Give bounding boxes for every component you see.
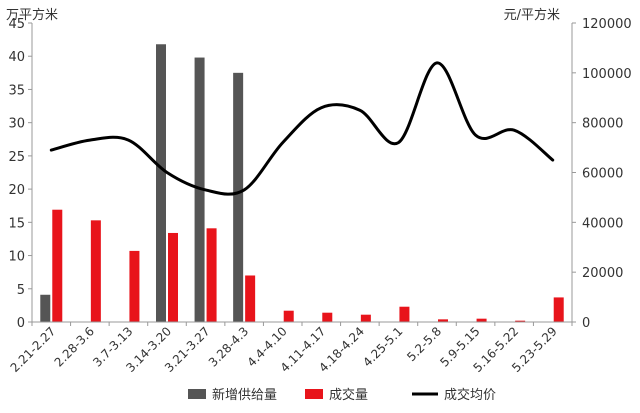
supply-bar <box>40 294 51 322</box>
supply-bar <box>233 72 244 322</box>
left-tick-label: 35 <box>8 83 25 98</box>
price-line <box>49 61 555 196</box>
volume-bar <box>90 220 101 322</box>
left-tick-label: 30 <box>8 117 25 132</box>
volume-bar <box>360 314 371 322</box>
volume-bar <box>515 320 526 322</box>
bars <box>40 44 564 323</box>
right-axis: 0 20000 40000 60000 80000 100000 120000 <box>571 17 632 331</box>
x-tick-label: 2.28-3.6 <box>52 324 97 369</box>
x-tick-label: 3.28-4.3 <box>206 324 251 369</box>
right-tick-label: 120000 <box>582 17 632 32</box>
legend-label: 新增供给量 <box>212 387 277 403</box>
volume-bar <box>52 209 63 322</box>
left-tick-label: 40 <box>8 50 25 65</box>
left-axis: 0 5 10 15 20 25 30 35 40 45 <box>8 17 33 331</box>
volume-bar <box>322 312 333 322</box>
right-tick-label: 0 <box>582 316 590 331</box>
left-tick-label: 5 <box>17 283 25 298</box>
left-tick-label: 15 <box>8 216 25 231</box>
legend-swatch <box>305 389 323 399</box>
volume-bar <box>283 310 294 322</box>
volume-bar <box>206 228 217 322</box>
right-tick-label: 80000 <box>582 117 623 132</box>
volume-bar <box>476 318 487 322</box>
left-tick-label: 45 <box>8 17 25 32</box>
left-tick-label: 0 <box>17 316 25 331</box>
left-tick-label: 20 <box>8 183 25 198</box>
right-tick-label: 60000 <box>582 167 623 182</box>
legend: 新增供给量 成交量 成交均价 <box>188 387 496 403</box>
volume-bar <box>438 319 448 322</box>
volume-bar <box>553 297 564 322</box>
left-axis-unit: 万平方米 <box>6 7 58 23</box>
volume-bar <box>129 250 140 322</box>
x-tick-label: 2.21-2.27 <box>8 324 59 375</box>
left-tick-label: 25 <box>8 150 25 165</box>
x-tick-label: 4.25-5.1 <box>360 324 405 369</box>
legend-label: 成交量 <box>329 387 368 403</box>
right-axis-unit: 元/平方米 <box>504 7 560 23</box>
x-axis: 2.21-2.272.28-3.63.7-3.133.14-3.203.21-3… <box>8 321 573 375</box>
legend-swatch <box>188 389 206 399</box>
right-tick-label: 40000 <box>582 216 623 231</box>
volume-bar <box>245 275 256 322</box>
volume-bar <box>168 232 178 322</box>
right-tick-label: 20000 <box>582 266 623 281</box>
volume-bar <box>399 306 410 322</box>
supply-bar <box>156 44 166 323</box>
right-tick-label: 100000 <box>582 67 632 82</box>
left-tick-label: 10 <box>8 250 25 265</box>
price-line-path <box>49 61 555 196</box>
legend-label: 成交均价 <box>444 387 496 403</box>
